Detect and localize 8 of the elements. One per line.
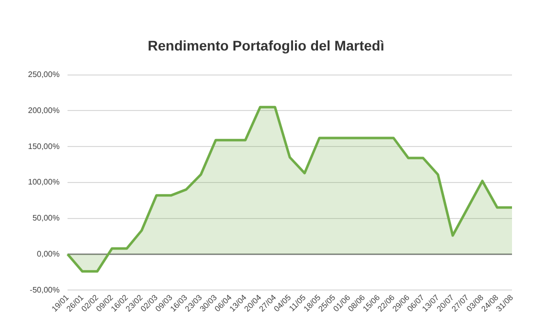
chart-title: Rendimento Portafoglio del Martedì bbox=[148, 37, 384, 54]
y-tick-label: 150,00% bbox=[28, 142, 60, 151]
y-tick-label: 100,00% bbox=[28, 178, 60, 187]
y-tick-label: -50,00% bbox=[30, 285, 60, 294]
y-tick-label: 200,00% bbox=[28, 106, 60, 115]
y-tick-label: 50,00% bbox=[32, 214, 60, 223]
y-tick-label: 0,00% bbox=[36, 249, 60, 258]
y-tick-label: 250,00% bbox=[28, 70, 60, 80]
